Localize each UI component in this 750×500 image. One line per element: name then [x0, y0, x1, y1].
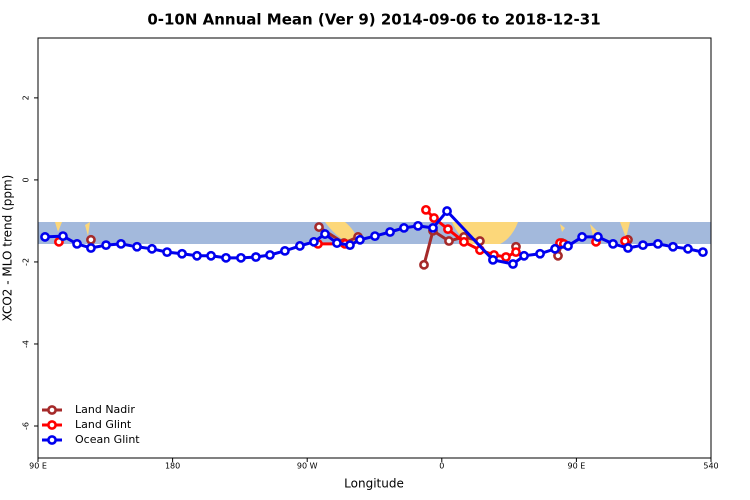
x-tick-label: 90 E [29, 462, 47, 471]
point [162, 247, 172, 258]
point [101, 240, 111, 251]
point [501, 252, 511, 262]
point [280, 245, 290, 256]
point [132, 241, 142, 252]
point [653, 238, 663, 249]
point [399, 223, 409, 233]
point [683, 243, 693, 254]
point [206, 250, 216, 261]
legend-marker [47, 405, 57, 415]
legend-label: Land Nadir [75, 403, 135, 416]
point [86, 234, 96, 245]
point [314, 222, 324, 232]
point [385, 227, 395, 237]
x-tick-label: 90 W [297, 462, 318, 471]
point [116, 238, 126, 249]
point [442, 206, 452, 216]
point [443, 224, 453, 235]
chart-title: 0-10N Annual Mean (Ver 9) 2014-09-06 to … [147, 11, 600, 29]
y-tick-label: 2 [22, 95, 31, 100]
point [236, 252, 246, 263]
legend-label: Land Glint [75, 418, 132, 431]
y-tick-label: -4 [22, 340, 31, 348]
point [58, 231, 68, 242]
point [419, 259, 429, 270]
point [265, 250, 275, 260]
point [668, 241, 678, 252]
legend-label: Ocean Glint [75, 433, 140, 446]
x-tick-label: 0 [439, 462, 444, 471]
legend-marker [47, 420, 57, 430]
point [421, 204, 431, 215]
point [535, 248, 545, 259]
legend-marker [47, 435, 57, 445]
point [309, 236, 319, 247]
y-tick-label: -6 [22, 422, 31, 430]
point [192, 250, 202, 261]
point [72, 238, 82, 249]
y-axis-label: XCO2 - MLO trend (ppm) [1, 175, 15, 322]
point [623, 243, 633, 253]
x-axis-label: Longitude [344, 477, 404, 491]
point [294, 241, 305, 251]
point [413, 220, 423, 231]
point [563, 241, 573, 251]
x-tick-label: 540 [703, 462, 718, 471]
point [221, 252, 231, 263]
plot-frame [37, 37, 712, 459]
point [519, 250, 529, 261]
point [511, 247, 521, 258]
point [459, 236, 469, 247]
point [444, 236, 454, 246]
x-tick-label: 90 E [568, 462, 586, 471]
y-tick-label: 0 [22, 177, 31, 182]
x-tick-label: 180 [165, 462, 180, 471]
point [593, 232, 603, 242]
point [488, 254, 498, 265]
point [428, 223, 438, 233]
point [345, 240, 355, 251]
point [320, 229, 330, 239]
point [698, 247, 708, 258]
point [429, 213, 439, 223]
point [86, 243, 96, 253]
point [332, 238, 342, 248]
legend: Land Nadir Land Glint Ocean Glint [42, 403, 140, 446]
point [550, 243, 560, 254]
point [508, 259, 518, 269]
point [608, 238, 618, 249]
point [370, 231, 380, 242]
point [251, 252, 261, 262]
point [147, 243, 157, 254]
y-tick-label: -2 [22, 258, 31, 266]
point [40, 232, 50, 242]
point [638, 240, 648, 251]
point [355, 234, 365, 245]
point [577, 232, 587, 242]
point [177, 248, 187, 259]
